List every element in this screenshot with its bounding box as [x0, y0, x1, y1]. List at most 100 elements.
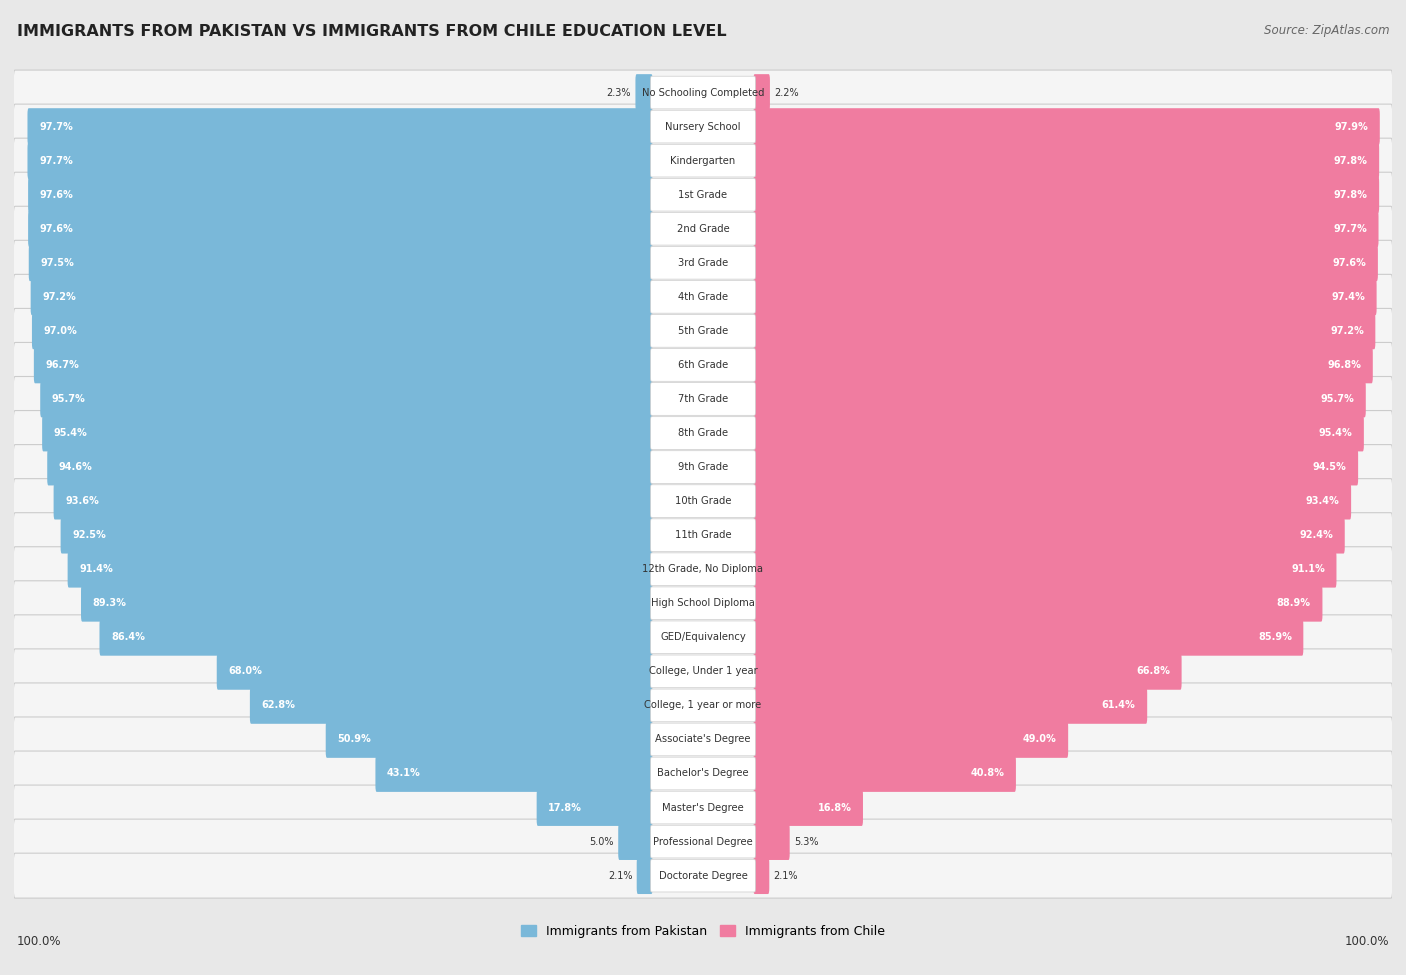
FancyBboxPatch shape	[754, 108, 1379, 145]
FancyBboxPatch shape	[14, 308, 1392, 353]
FancyBboxPatch shape	[14, 853, 1392, 898]
FancyBboxPatch shape	[375, 755, 652, 792]
FancyBboxPatch shape	[14, 785, 1392, 830]
FancyBboxPatch shape	[651, 178, 755, 211]
FancyBboxPatch shape	[14, 274, 1392, 319]
FancyBboxPatch shape	[651, 621, 755, 653]
Text: 97.2%: 97.2%	[1330, 326, 1364, 335]
FancyBboxPatch shape	[651, 315, 755, 347]
FancyBboxPatch shape	[14, 70, 1392, 115]
FancyBboxPatch shape	[754, 585, 1323, 622]
Text: 10th Grade: 10th Grade	[675, 496, 731, 506]
FancyBboxPatch shape	[14, 682, 1392, 728]
Text: Doctorate Degree: Doctorate Degree	[658, 871, 748, 880]
FancyBboxPatch shape	[14, 717, 1392, 761]
FancyBboxPatch shape	[32, 313, 652, 349]
FancyBboxPatch shape	[651, 485, 755, 518]
Text: 49.0%: 49.0%	[1022, 734, 1056, 745]
Text: 93.4%: 93.4%	[1306, 496, 1340, 506]
Text: 97.4%: 97.4%	[1331, 292, 1365, 302]
FancyBboxPatch shape	[60, 517, 652, 554]
Text: 95.7%: 95.7%	[1320, 394, 1354, 404]
FancyBboxPatch shape	[14, 104, 1392, 149]
FancyBboxPatch shape	[754, 653, 1181, 689]
Legend: Immigrants from Pakistan, Immigrants from Chile: Immigrants from Pakistan, Immigrants fro…	[516, 919, 890, 943]
Text: 5.3%: 5.3%	[794, 837, 818, 846]
Text: 97.9%: 97.9%	[1334, 122, 1368, 132]
Text: Source: ZipAtlas.com: Source: ZipAtlas.com	[1264, 24, 1389, 37]
Text: 2.1%: 2.1%	[607, 871, 633, 880]
Text: 9th Grade: 9th Grade	[678, 462, 728, 472]
FancyBboxPatch shape	[754, 279, 1376, 315]
FancyBboxPatch shape	[326, 722, 652, 758]
FancyBboxPatch shape	[754, 414, 1364, 451]
Text: 96.8%: 96.8%	[1327, 360, 1361, 370]
FancyBboxPatch shape	[14, 751, 1392, 796]
Text: 95.4%: 95.4%	[1319, 428, 1353, 438]
Text: 97.5%: 97.5%	[41, 257, 75, 268]
Text: Kindergarten: Kindergarten	[671, 156, 735, 166]
Text: 17.8%: 17.8%	[548, 802, 582, 812]
FancyBboxPatch shape	[651, 281, 755, 313]
FancyBboxPatch shape	[651, 723, 755, 756]
Text: 97.7%: 97.7%	[1333, 223, 1367, 234]
FancyBboxPatch shape	[754, 857, 769, 894]
FancyBboxPatch shape	[619, 823, 652, 860]
FancyBboxPatch shape	[754, 74, 770, 111]
FancyBboxPatch shape	[100, 619, 652, 656]
Text: 100.0%: 100.0%	[17, 935, 62, 948]
Text: 68.0%: 68.0%	[228, 666, 262, 677]
Text: 12th Grade, No Diploma: 12th Grade, No Diploma	[643, 565, 763, 574]
Text: 91.4%: 91.4%	[79, 565, 112, 574]
FancyBboxPatch shape	[754, 380, 1365, 417]
Text: 94.5%: 94.5%	[1313, 462, 1347, 472]
FancyBboxPatch shape	[28, 211, 652, 247]
FancyBboxPatch shape	[34, 346, 652, 383]
FancyBboxPatch shape	[14, 410, 1392, 455]
FancyBboxPatch shape	[637, 857, 652, 894]
FancyBboxPatch shape	[754, 517, 1344, 554]
FancyBboxPatch shape	[651, 416, 755, 449]
FancyBboxPatch shape	[14, 649, 1392, 694]
Text: 97.6%: 97.6%	[1333, 257, 1367, 268]
FancyBboxPatch shape	[14, 445, 1392, 489]
Text: Associate's Degree: Associate's Degree	[655, 734, 751, 745]
Text: 2nd Grade: 2nd Grade	[676, 223, 730, 234]
FancyBboxPatch shape	[14, 513, 1392, 558]
Text: 7th Grade: 7th Grade	[678, 394, 728, 404]
FancyBboxPatch shape	[651, 655, 755, 687]
Text: 97.8%: 97.8%	[1334, 156, 1368, 166]
FancyBboxPatch shape	[14, 342, 1392, 387]
FancyBboxPatch shape	[754, 551, 1337, 588]
FancyBboxPatch shape	[14, 819, 1392, 864]
Text: 92.5%: 92.5%	[72, 530, 105, 540]
Text: 62.8%: 62.8%	[262, 700, 295, 711]
FancyBboxPatch shape	[754, 722, 1069, 758]
FancyBboxPatch shape	[14, 207, 1392, 252]
Text: 3rd Grade: 3rd Grade	[678, 257, 728, 268]
FancyBboxPatch shape	[48, 448, 652, 486]
FancyBboxPatch shape	[651, 213, 755, 245]
FancyBboxPatch shape	[754, 313, 1375, 349]
Text: 5th Grade: 5th Grade	[678, 326, 728, 335]
FancyBboxPatch shape	[14, 581, 1392, 626]
Text: 91.1%: 91.1%	[1291, 565, 1324, 574]
Text: 97.2%: 97.2%	[42, 292, 76, 302]
FancyBboxPatch shape	[651, 587, 755, 619]
Text: 97.0%: 97.0%	[44, 326, 77, 335]
Text: 97.7%: 97.7%	[39, 156, 73, 166]
FancyBboxPatch shape	[14, 240, 1392, 286]
Text: 11th Grade: 11th Grade	[675, 530, 731, 540]
Text: College, Under 1 year: College, Under 1 year	[648, 666, 758, 677]
Text: 2.1%: 2.1%	[773, 871, 799, 880]
Text: 97.7%: 97.7%	[39, 122, 73, 132]
Text: 61.4%: 61.4%	[1102, 700, 1136, 711]
FancyBboxPatch shape	[53, 483, 652, 520]
FancyBboxPatch shape	[754, 789, 863, 826]
FancyBboxPatch shape	[14, 376, 1392, 421]
Text: 92.4%: 92.4%	[1299, 530, 1333, 540]
Text: 86.4%: 86.4%	[111, 633, 145, 643]
FancyBboxPatch shape	[754, 142, 1379, 179]
Text: 96.7%: 96.7%	[45, 360, 79, 370]
Text: 2.2%: 2.2%	[775, 88, 799, 98]
